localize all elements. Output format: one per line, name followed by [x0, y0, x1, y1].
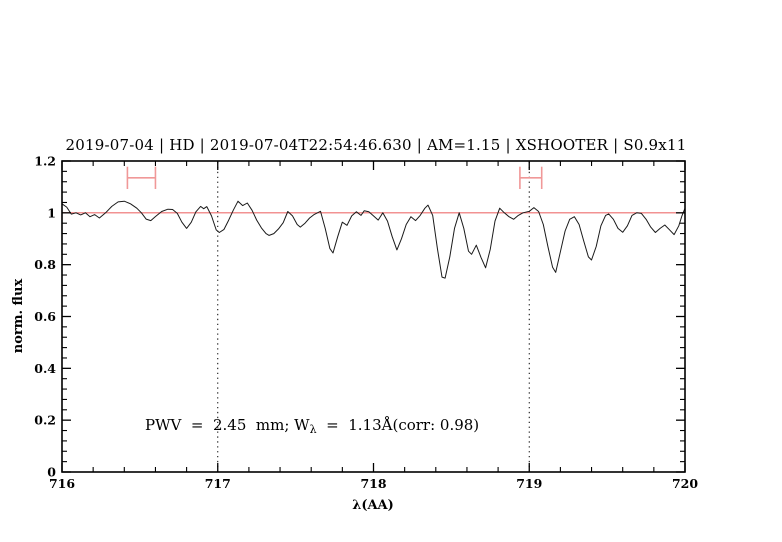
y-axis-tick-label: 0.8: [34, 257, 56, 272]
y-axis-tick-label: 0.6: [34, 309, 56, 324]
y-axis-tick-label: 0.2: [34, 413, 56, 428]
plot-area: 716 717 718 719 720 0 0.2 0.4 0.6 0.8 1 1.2: [34, 154, 698, 492]
x-axis-tick-label: 720: [672, 476, 698, 491]
spectrum-line: [61, 200, 686, 279]
y-axis-tick-label: 0: [47, 465, 56, 480]
pwv-annotation-subscript: λ: [310, 423, 317, 436]
x-axis-tick-label: 717: [205, 476, 231, 491]
y-axis-title: norm. flux: [11, 279, 26, 354]
pwv-annotation: PWV = 2.45 mm; Wλ = 1.13Å(corr: 0.98): [145, 416, 479, 436]
plot-title: 2019-07-04 | HD | 2019-07-04T22:54:46.63…: [66, 136, 687, 154]
x-axis-tick-label: 716: [49, 476, 75, 491]
x-axis-title: λ(AA): [352, 498, 394, 513]
x-axis-tick-label: 718: [360, 476, 386, 491]
x-axis-tick-label: 719: [516, 476, 542, 491]
pwv-annotation-part1: PWV = 2.45 mm; W: [145, 416, 310, 434]
y-axis-tick-label: 1: [47, 205, 56, 220]
y-axis-tick-label: 1.2: [34, 154, 56, 169]
y-axis-tick-label: 0.4: [34, 361, 56, 376]
pwv-annotation-part2: = 1.13Å(corr: 0.98): [317, 416, 480, 434]
